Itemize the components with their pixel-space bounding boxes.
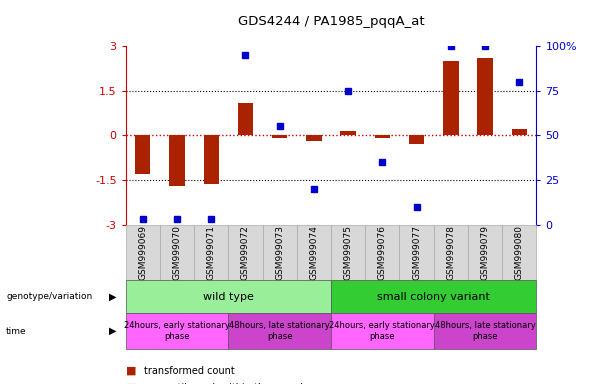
Bar <box>135 136 150 174</box>
Text: time: time <box>6 327 27 336</box>
Text: 48hours, late stationary
phase: 48hours, late stationary phase <box>229 321 330 341</box>
Bar <box>365 225 400 280</box>
Text: GSM999079: GSM999079 <box>481 225 490 280</box>
Bar <box>126 280 331 313</box>
Bar <box>194 225 228 280</box>
Text: GSM999069: GSM999069 <box>139 225 147 280</box>
Text: GSM999073: GSM999073 <box>275 225 284 280</box>
Bar <box>434 225 468 280</box>
Bar <box>400 225 434 280</box>
Bar <box>126 313 229 349</box>
Bar <box>468 225 502 280</box>
Text: GDS4244 / PA1985_pqqA_at: GDS4244 / PA1985_pqqA_at <box>238 15 424 28</box>
Bar <box>502 225 536 280</box>
Text: transformed count: transformed count <box>144 366 235 376</box>
Text: ■: ■ <box>126 383 140 384</box>
Text: GSM999072: GSM999072 <box>241 225 250 280</box>
Bar <box>306 136 322 141</box>
Text: GSM999080: GSM999080 <box>515 225 524 280</box>
Bar <box>204 136 219 184</box>
Bar <box>228 313 331 349</box>
Text: 24hours, early stationary
phase: 24hours, early stationary phase <box>124 321 230 341</box>
Bar <box>512 129 527 136</box>
Bar <box>331 313 434 349</box>
Text: GSM999078: GSM999078 <box>446 225 455 280</box>
Text: percentile rank within the sample: percentile rank within the sample <box>144 383 309 384</box>
Text: 24hours, early stationary
phase: 24hours, early stationary phase <box>329 321 435 341</box>
Text: GSM999077: GSM999077 <box>412 225 421 280</box>
Bar <box>375 136 390 138</box>
Text: genotype/variation: genotype/variation <box>6 292 93 301</box>
Text: ▶: ▶ <box>109 291 116 302</box>
Bar <box>160 225 194 280</box>
Bar <box>409 136 424 144</box>
Text: ■: ■ <box>126 366 140 376</box>
Text: GSM999076: GSM999076 <box>378 225 387 280</box>
Bar <box>262 225 297 280</box>
Bar <box>169 136 185 186</box>
Bar <box>443 61 459 136</box>
Text: GSM999070: GSM999070 <box>172 225 181 280</box>
Text: ▶: ▶ <box>109 326 116 336</box>
Text: GSM999071: GSM999071 <box>207 225 216 280</box>
Bar <box>478 58 493 136</box>
Bar <box>228 225 262 280</box>
Bar <box>434 313 536 349</box>
Text: GSM999075: GSM999075 <box>344 225 352 280</box>
Bar <box>331 225 365 280</box>
Bar <box>126 225 160 280</box>
Text: small colony variant: small colony variant <box>377 291 490 302</box>
Bar <box>272 136 287 138</box>
Bar <box>238 103 253 136</box>
Text: 48hours, late stationary
phase: 48hours, late stationary phase <box>435 321 535 341</box>
Text: wild type: wild type <box>203 291 254 302</box>
Bar <box>331 280 536 313</box>
Text: GSM999074: GSM999074 <box>310 225 318 280</box>
Bar <box>340 131 356 136</box>
Bar <box>297 225 331 280</box>
